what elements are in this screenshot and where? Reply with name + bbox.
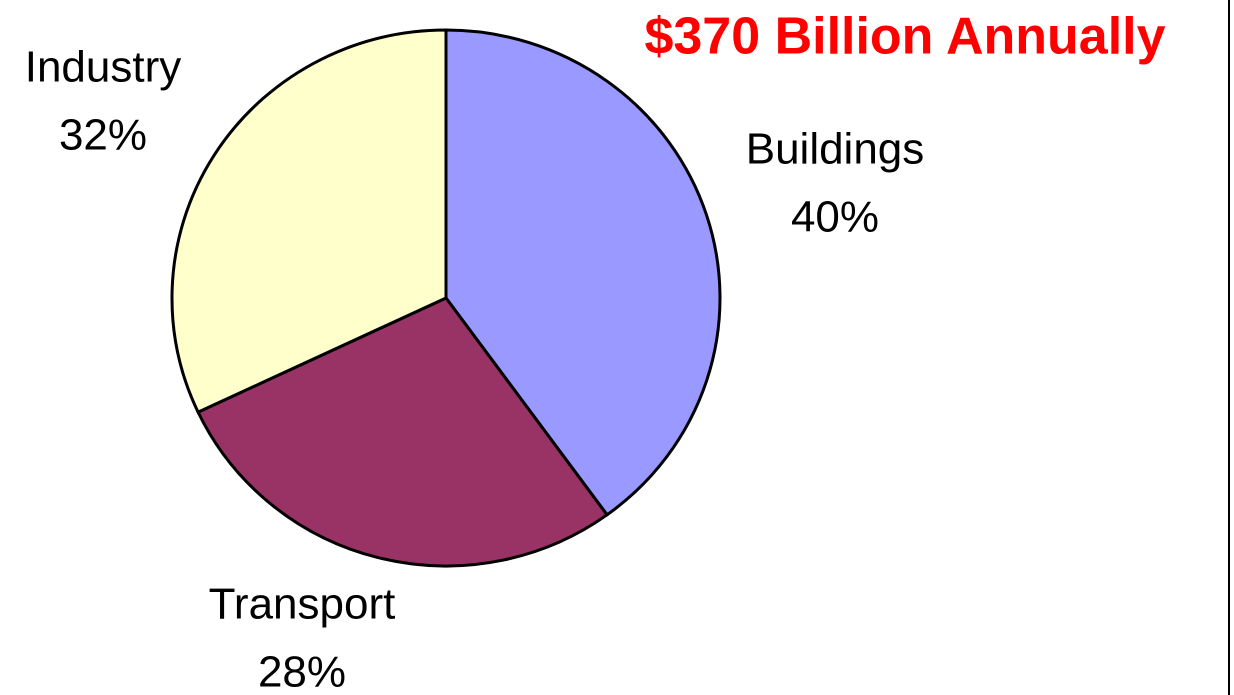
pie-slice — [196, 296, 610, 568]
chart-title: $370 Billion Annually — [644, 8, 1165, 66]
slice-label: Buildings — [746, 125, 925, 174]
pie-slice — [170, 28, 448, 415]
slice-label: Transport — [209, 580, 396, 629]
slice-label: Industry — [25, 43, 182, 92]
slice-value-label: 40% — [791, 193, 879, 242]
slice-value-label: 28% — [258, 648, 346, 695]
slice-value-label: 32% — [59, 111, 147, 160]
pie-slice — [444, 28, 722, 517]
